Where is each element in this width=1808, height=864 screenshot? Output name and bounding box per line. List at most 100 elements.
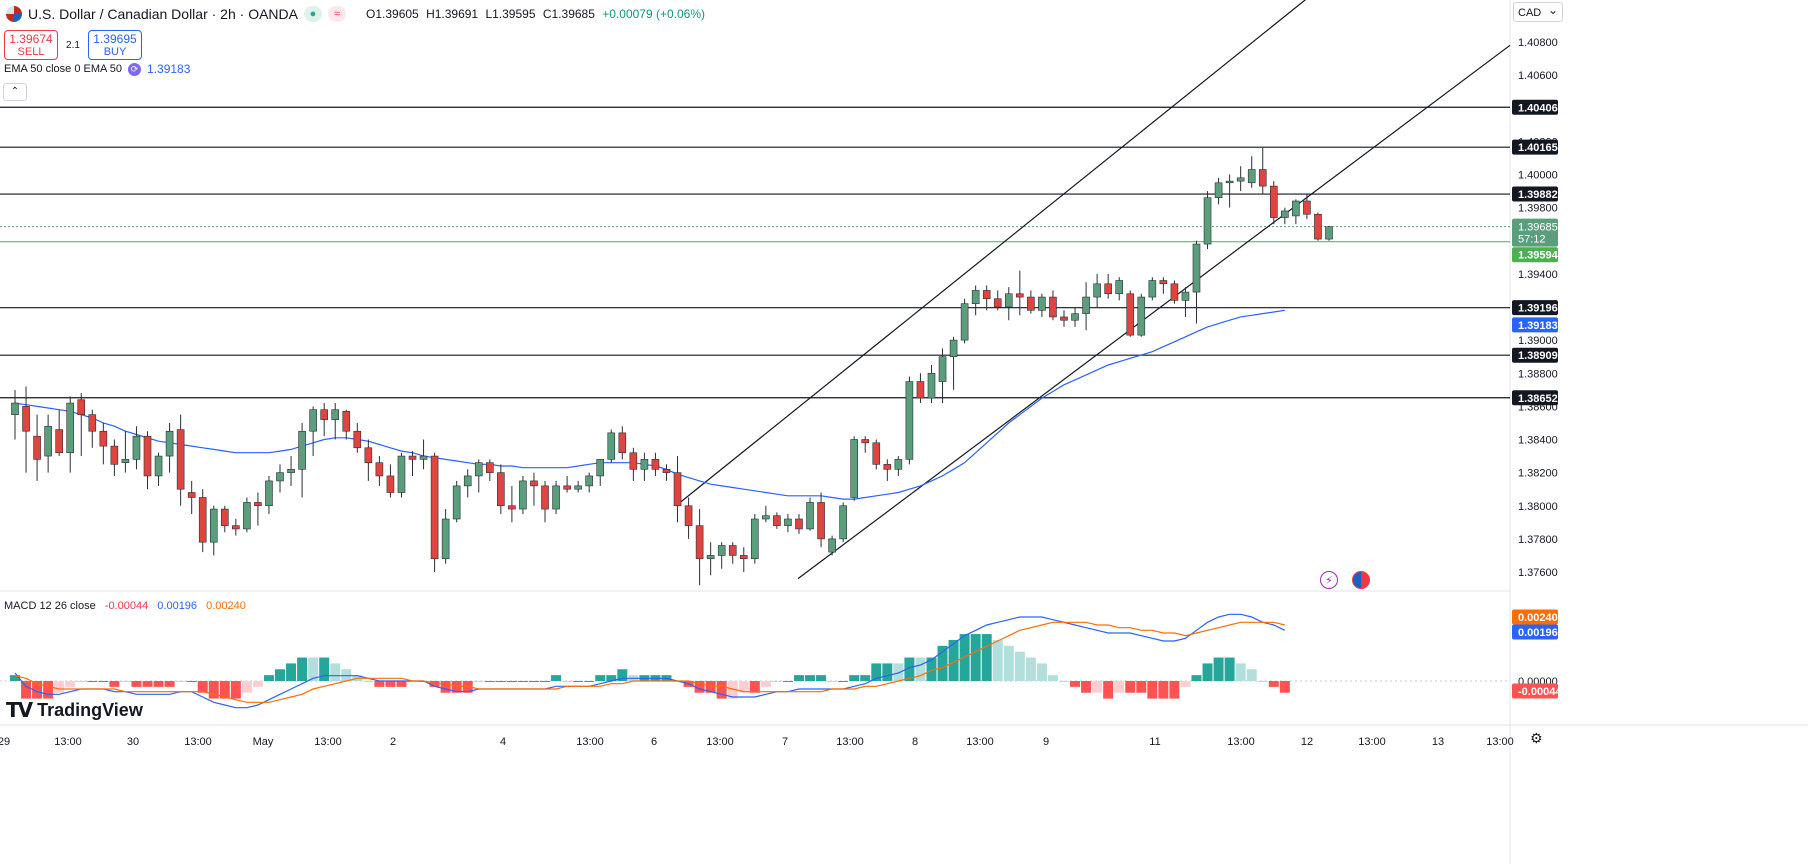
candle[interactable] [1292,199,1300,225]
candle[interactable] [883,459,892,481]
level-price-badge[interactable]: 1.39196 [1512,300,1558,316]
candle[interactable] [419,439,428,470]
candle[interactable] [1049,290,1057,321]
candle[interactable] [1247,156,1256,188]
collapse-legend-button[interactable]: ⌃ [3,83,27,101]
candle[interactable] [55,409,63,457]
candle[interactable] [276,464,284,493]
macd-axis-badge[interactable]: -0.00044 [1512,683,1562,699]
candle[interactable] [574,480,582,493]
candle[interactable] [1181,287,1190,317]
level-price-badge[interactable]: 1.38909 [1512,347,1558,363]
candle[interactable] [971,285,980,316]
candle[interactable] [77,393,86,457]
candle[interactable] [1303,194,1311,220]
candle[interactable] [894,456,903,476]
candle[interactable] [309,406,317,457]
candle[interactable] [1071,307,1079,327]
ema-legend[interactable]: EMA 50 close 0 EMA 50 ⟳ 1.39183 [4,62,190,76]
candle[interactable] [872,439,881,470]
candle[interactable] [1214,177,1223,205]
candle[interactable] [1258,148,1267,195]
candle[interactable] [607,429,616,463]
candle[interactable] [795,514,803,534]
macd-axis-badge[interactable]: 0.00196 [1512,624,1558,640]
candle[interactable] [982,285,991,311]
candle[interactable] [165,422,174,473]
candle[interactable] [1093,273,1101,307]
candle[interactable] [254,492,262,526]
candle[interactable] [33,414,41,481]
candle[interactable] [519,475,527,515]
candle[interactable] [828,535,836,556]
candle[interactable] [1281,207,1289,225]
ema-price-badge[interactable]: 1.39183 [1512,317,1558,333]
candle[interactable] [198,489,207,553]
candle[interactable] [618,426,627,460]
candle[interactable] [629,447,638,481]
candle[interactable] [1060,310,1068,327]
candle[interactable] [640,452,649,481]
candle[interactable] [508,485,516,523]
candle[interactable] [66,396,75,473]
candle[interactable] [1225,174,1234,208]
candle[interactable] [232,519,240,536]
candle[interactable] [762,505,770,523]
candle[interactable] [1137,293,1146,337]
candle[interactable] [1236,166,1245,192]
candle[interactable] [1148,277,1157,301]
candle[interactable] [110,439,119,476]
candle[interactable] [850,436,858,501]
level-price-badge[interactable]: 1.40406 [1512,99,1558,115]
candle[interactable] [342,409,351,440]
candle[interactable] [938,348,947,404]
candle[interactable] [298,422,306,498]
candle[interactable] [530,472,538,506]
candle[interactable] [949,336,958,390]
candle[interactable] [463,469,472,498]
candle[interactable] [497,464,505,515]
candle[interactable] [320,403,328,437]
candle[interactable] [143,431,152,490]
candle[interactable] [353,422,362,453]
candle[interactable] [751,514,759,564]
candle[interactable] [960,298,969,344]
buy-button[interactable]: 1.39695 BUY [88,30,142,60]
candle[interactable] [11,389,19,440]
symbol-title[interactable]: U.S. Dollar / Canadian Dollar · 2h · OAN… [28,6,298,22]
candle[interactable] [132,426,141,470]
candle[interactable] [1325,225,1333,241]
candle[interactable] [552,480,560,515]
candle[interactable] [839,502,847,543]
candle[interactable] [1192,240,1201,324]
candle[interactable] [585,472,593,493]
level-price-badge[interactable]: 1.39882 [1512,186,1558,202]
candle[interactable] [121,431,130,473]
candle[interactable] [99,422,108,465]
channel-upper-line[interactable] [675,0,1430,507]
candle[interactable] [243,497,251,533]
candle[interactable] [408,451,417,476]
candle[interactable] [563,475,571,493]
candle[interactable] [386,464,395,498]
candle[interactable] [1038,293,1046,317]
candle[interactable] [430,452,439,572]
candle[interactable] [1104,273,1112,299]
candle[interactable] [861,436,870,453]
candle[interactable] [1170,280,1179,304]
candle[interactable] [187,480,196,515]
level-price-badge[interactable]: 1.38652 [1512,390,1558,406]
candle[interactable] [1203,191,1212,250]
candle[interactable] [1269,181,1278,225]
candle[interactable] [695,509,704,586]
candle[interactable] [651,452,660,476]
candle[interactable] [154,452,163,486]
candle[interactable] [176,414,185,506]
candle[interactable] [662,464,671,481]
us-event-flag-icon[interactable] [1352,571,1370,589]
candle[interactable] [287,456,295,486]
channel-lower-line[interactable] [797,44,1511,580]
candle[interactable] [452,480,461,523]
